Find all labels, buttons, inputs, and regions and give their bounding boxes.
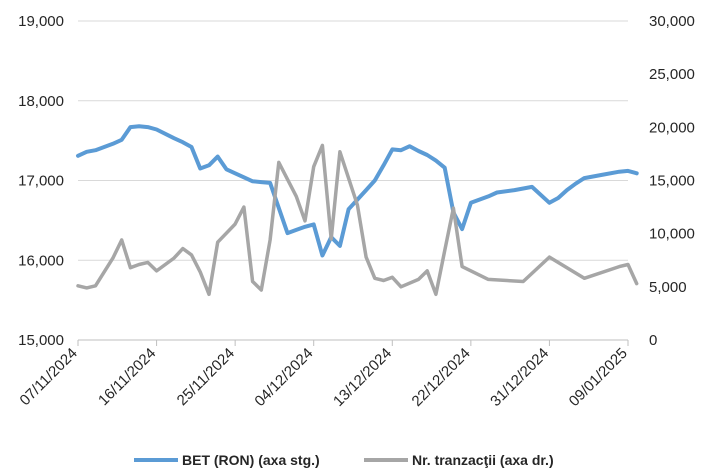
x-axis-tick-label: 13/12/2024 [330,345,395,410]
x-axis-tick-labels: 07/11/2024 16/11/2024 25/11/2024 04/12/2024… [17,345,631,410]
left-axis-tick-label: 17,000 [18,173,64,190]
gridlines [78,20,628,261]
left-axis-tick-label: 16,000 [18,252,64,269]
x-axis-tick-label: 09/01/2025 [566,345,631,410]
right-axis-tick-label: 0 [649,332,657,349]
left-axis-tick-label: 19,000 [18,13,64,30]
right-axis-tick-label: 25,000 [649,66,695,83]
series-line-1 [76,124,639,258]
series-lines [76,124,639,297]
right-axis-tick-label: 30,000 [649,13,695,30]
axes [77,339,629,346]
x-axis-tick-label: 16/11/2024 [95,345,159,409]
left-axis-tick-label: 15,000 [18,332,64,349]
x-axis-tick-label: 07/11/2024 [17,345,81,409]
legend-label: BET (RON) (axa stg.) [182,452,320,468]
x-axis-tick-label: 31/12/2024 [487,345,552,410]
left-axis-tick-labels: 15,000 16,000 17,000 18,000 19,000 [18,13,64,349]
right-axis-tick-labels: 0 5,000 10,000 15,000 20,000 25,000 30,000 [649,13,695,349]
x-axis-tick-label: 04/12/2024 [251,345,316,410]
legend: BET (RON) (axa stg.) Nr. tranzacţii (axa … [134,452,554,468]
x-axis-tick-label: 22/12/2024 [409,345,474,410]
right-axis-tick-label: 20,000 [649,119,695,136]
right-axis-tick-label: 5,000 [649,279,687,296]
legend-label: Nr. tranzacţii (axa dr.) [412,452,554,468]
right-axis-tick-label: 10,000 [649,226,695,243]
left-axis-tick-label: 18,000 [18,93,64,110]
right-axis-tick-label: 15,000 [649,173,695,190]
series-line-2 [76,143,639,297]
x-axis-tick-label: 25/11/2024 [174,345,238,409]
